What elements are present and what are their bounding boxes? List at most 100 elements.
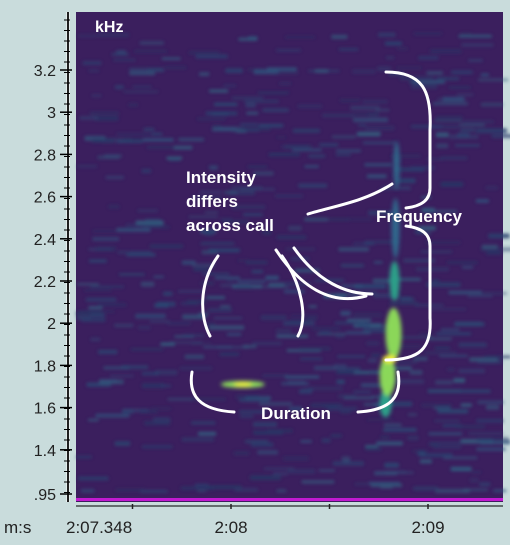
noise-streak xyxy=(437,98,466,101)
noise-streak xyxy=(198,432,216,436)
noise-streak xyxy=(493,489,506,492)
noise-streak xyxy=(169,341,203,344)
noise-streak xyxy=(90,111,119,115)
noise-streak xyxy=(353,313,382,317)
noise-streak xyxy=(461,390,490,393)
intensity-label-line: Intensity xyxy=(186,168,256,187)
noise-streak xyxy=(343,397,373,400)
y-tick-label: .95 xyxy=(34,487,56,504)
noise-streak xyxy=(121,365,148,369)
noise-streak xyxy=(354,113,379,116)
noise-streak xyxy=(377,66,391,71)
noise-streak xyxy=(319,331,331,334)
noise-streak xyxy=(227,279,235,283)
noise-streak xyxy=(141,282,155,287)
plot-area xyxy=(76,12,503,502)
frequency-label: Frequency xyxy=(376,207,463,226)
noise-streak xyxy=(284,290,305,294)
noise-streak xyxy=(481,103,503,107)
noise-streak xyxy=(307,317,317,320)
rising-call-segment xyxy=(386,308,402,360)
noise-streak xyxy=(92,139,114,143)
noise-streak xyxy=(436,144,448,149)
noise-streak xyxy=(365,126,395,130)
noise-streak xyxy=(449,87,471,89)
noise-streak xyxy=(447,368,455,372)
noise-streak xyxy=(76,456,92,459)
noise-streak xyxy=(92,230,117,232)
noise-streak xyxy=(396,361,418,363)
noise-streak xyxy=(214,317,243,319)
noise-streak xyxy=(380,486,393,489)
noise-streak xyxy=(420,251,452,254)
noise-streak xyxy=(147,146,174,149)
noise-streak xyxy=(180,367,213,370)
noise-streak xyxy=(235,286,253,289)
y-axis-label: kHz xyxy=(95,19,123,36)
noise-streak xyxy=(289,320,310,323)
noise-streak xyxy=(276,335,308,338)
noise-streak xyxy=(208,248,240,252)
noise-streak xyxy=(362,100,387,104)
noise-streak xyxy=(378,33,396,37)
noise-streak xyxy=(237,259,248,261)
noise-streak xyxy=(396,178,415,183)
noise-streak xyxy=(126,224,162,227)
intensity-label-line: across call xyxy=(186,216,274,235)
noise-streak xyxy=(209,325,245,330)
noise-streak xyxy=(331,435,342,437)
noise-streak xyxy=(383,428,417,432)
noise-streak xyxy=(462,266,473,269)
noise-streak xyxy=(298,184,327,188)
noise-streak xyxy=(246,103,256,108)
noise-streak xyxy=(208,308,232,312)
noise-streak xyxy=(261,315,287,320)
noise-streak xyxy=(459,369,485,374)
noise-streak xyxy=(168,398,193,401)
noise-streak xyxy=(364,163,392,166)
noise-streak xyxy=(174,146,193,150)
noise-streak xyxy=(84,289,111,292)
duration-label: Duration xyxy=(261,404,331,423)
noise-streak xyxy=(304,218,329,221)
noise-streak xyxy=(408,413,417,416)
noise-streak xyxy=(396,471,406,474)
noise-streak xyxy=(246,112,258,115)
noise-streak xyxy=(118,251,152,255)
noise-streak xyxy=(165,66,187,68)
noise-streak xyxy=(374,261,383,263)
noise-streak xyxy=(135,314,166,319)
noise-streak xyxy=(205,212,219,214)
noise-streak xyxy=(436,132,449,137)
noise-streak xyxy=(433,102,468,105)
rising-call-segment xyxy=(390,261,400,301)
noise-streak xyxy=(341,264,364,267)
noise-streak xyxy=(294,270,310,272)
noise-streak xyxy=(240,123,258,125)
noise-streak xyxy=(386,56,394,59)
baseline-stripe xyxy=(76,498,503,501)
noise-streak xyxy=(312,327,340,329)
noise-streak xyxy=(251,442,273,447)
noise-streak xyxy=(191,421,216,424)
noise-streak xyxy=(363,142,396,145)
noise-streak xyxy=(253,431,283,435)
noise-streak xyxy=(110,375,134,377)
noise-streak xyxy=(285,375,320,378)
noise-streak xyxy=(476,448,506,452)
noise-streak xyxy=(276,489,286,492)
noise-streak xyxy=(223,84,236,87)
noise-streak xyxy=(380,436,390,439)
noise-streak xyxy=(113,59,135,61)
noise-streak xyxy=(346,331,371,334)
noise-streak xyxy=(441,328,460,331)
noise-streak xyxy=(355,483,369,485)
y-tick-label: 3.2 xyxy=(34,63,56,80)
noise-streak xyxy=(167,322,191,325)
noise-streak xyxy=(277,235,307,239)
noise-streak xyxy=(189,51,220,54)
noise-streak xyxy=(151,133,163,136)
noise-streak xyxy=(157,302,176,307)
noise-streak xyxy=(252,270,264,274)
noise-streak xyxy=(277,136,287,138)
